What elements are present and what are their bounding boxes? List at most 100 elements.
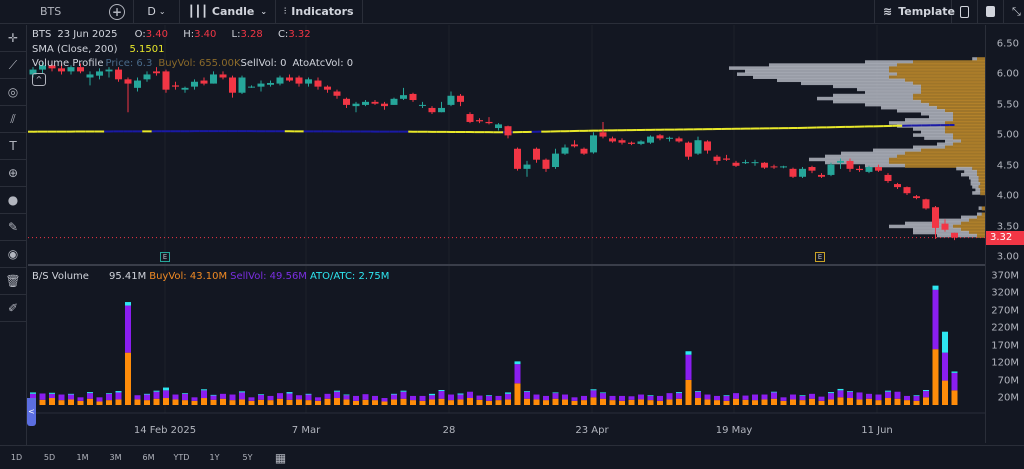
tool-edit[interactable]: ✐ (0, 295, 26, 322)
candle-body (39, 65, 46, 70)
range-3m[interactable]: 3M (109, 453, 122, 462)
sma-legend[interactable]: SMA (Close, 200) 5.1501 (32, 44, 170, 55)
volume-ato-bar (391, 393, 397, 395)
candle-body (219, 74, 227, 78)
candle-body (48, 65, 56, 69)
interval-select[interactable]: D ⌄ (134, 0, 180, 24)
volume-ato-bar (343, 394, 350, 396)
tool-zoom[interactable]: ⊕ (0, 160, 26, 187)
vp-sell-bar (961, 172, 977, 177)
range-1y[interactable]: 1Y (209, 453, 220, 462)
candle-body (229, 77, 236, 93)
tool-trendline[interactable]: ⟋ (0, 52, 26, 79)
time-tick: 11 Jun (861, 425, 893, 436)
candle-body (884, 174, 892, 182)
volume-sell-bar (125, 305, 131, 353)
range-5y[interactable]: 5Y (242, 453, 253, 462)
volume-buy-bar (913, 400, 920, 405)
calendar-icon[interactable]: ▦ (274, 450, 287, 465)
price-tick: 6.50 (996, 38, 1019, 50)
candle-body (780, 166, 787, 168)
candle-body (827, 164, 835, 175)
volume-sell-bar (391, 394, 397, 400)
volume-buy-bar (733, 398, 739, 405)
price-tick: 3.50 (996, 221, 1019, 233)
chart-canvas[interactable] (28, 25, 985, 445)
tool-trash[interactable]: 🗑 (0, 268, 26, 295)
vp-sell-bar (937, 218, 969, 223)
screenshot-button[interactable] (978, 0, 1004, 24)
candle-body (761, 162, 768, 168)
fib-icon: ◎ (7, 85, 19, 99)
collapse-legend-button[interactable]: ^ (32, 73, 46, 86)
tool-eye[interactable]: ◉ (0, 241, 26, 268)
vp-buy-bar (897, 154, 985, 159)
time-tick: 28 (442, 425, 456, 436)
fullscreen-toggle[interactable] (952, 0, 978, 24)
vp-sell-bar (777, 78, 905, 83)
collapse-button[interactable]: ⤡ (1004, 0, 1024, 24)
earnings-marker[interactable]: E (815, 252, 825, 262)
volume-sell-bar (562, 394, 568, 400)
volume-ato-bar (913, 395, 920, 396)
volume-legend[interactable]: B/S Volume 95.41M BuyVol: 43.10M SellVol: 4… (32, 271, 395, 282)
volume-buy-bar (106, 400, 112, 405)
volume-sell-bar (837, 390, 844, 398)
candle-body (865, 167, 873, 172)
price-axis[interactable]: 6.50 6.00 5.50 5.00 4.50 4.00 3.50 3.00 370M 320M… (985, 25, 1024, 443)
candle-body (381, 103, 388, 107)
tool-crosshair[interactable]: ✛ (0, 25, 26, 52)
tool-fib[interactable]: ◎ (0, 79, 26, 106)
volume-buy-bar (590, 397, 597, 405)
volume-buy-bar (771, 398, 777, 405)
symbol-search[interactable]: BTS + (0, 0, 134, 24)
vp-sell-bar (956, 166, 973, 171)
volume-ato-bar (514, 361, 521, 365)
volume-buy-bar (467, 398, 473, 405)
tool-dot[interactable]: ● (0, 187, 26, 214)
sma-value: 5.1501 (129, 44, 165, 55)
square-icon (960, 5, 969, 18)
vp-label: Volume Profile (32, 58, 104, 69)
volume-buy-bar (723, 400, 730, 405)
vp-buy-bar (889, 160, 985, 165)
volume-ato-bar (68, 393, 74, 395)
plus-circle-icon[interactable]: + (109, 3, 125, 20)
vp-buy-bar (953, 142, 985, 147)
high-label: H: (183, 29, 195, 40)
tool-pencil[interactable]: ✎ (0, 214, 26, 241)
scroll-left-handle[interactable]: < (27, 398, 36, 426)
volume-buy-bar (391, 399, 397, 405)
candle-body (105, 69, 113, 72)
volume-buy-bar (343, 399, 350, 405)
range-5d[interactable]: 5D (43, 453, 56, 462)
candle-body (637, 141, 645, 144)
tool-pattern[interactable]: ⫽ (0, 106, 26, 133)
volume-buy-bar (410, 400, 416, 405)
volume-buy-bar (220, 398, 226, 405)
volume-buy-bar (153, 398, 160, 405)
candle-body (894, 184, 901, 188)
tool-text[interactable]: T (0, 133, 26, 160)
volume-sell-bar (172, 394, 179, 400)
chart-type-select[interactable]: ┃┃┃ Candle ⌄ (180, 0, 277, 24)
indicators-button[interactable]: ⫶ Indicators (276, 0, 363, 24)
candle-body (238, 77, 246, 93)
vp-sell-bar (897, 108, 945, 113)
volume-profile-legend[interactable]: Volume Profile Price: 6.3 BuyVol: 655.00KS… (32, 58, 359, 69)
volume-sell-bar (476, 395, 483, 400)
earnings-marker[interactable]: E (160, 252, 170, 262)
ohlc-legend: BTS 23 Jun 2025 O:3.40 H:3.40 L:3.28 C:3.… (32, 29, 323, 40)
range-6m[interactable]: 6M (142, 453, 155, 462)
range-1m[interactable]: 1M (76, 453, 89, 462)
volume-buy-bar (362, 399, 369, 405)
vp-buy-bar (953, 118, 985, 123)
volume-sell-bar (153, 391, 160, 399)
template-button[interactable]: ≋ Template (874, 0, 955, 24)
volume-buy-bar (894, 398, 901, 405)
candle-body (561, 147, 569, 154)
candle-body (580, 148, 588, 154)
volume-ato-bar (153, 390, 160, 392)
range-1d[interactable]: 1D (10, 453, 23, 462)
range-ytd[interactable]: YTD (173, 453, 190, 462)
